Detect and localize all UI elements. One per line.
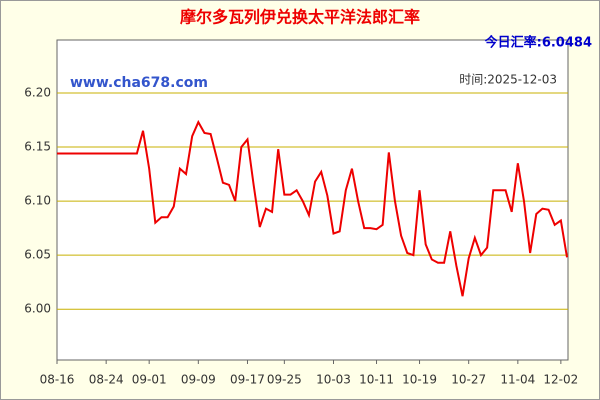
data-line xyxy=(57,119,568,297)
y-tick-label: 6.20 xyxy=(24,85,51,99)
x-tick-label: 11-04 xyxy=(500,373,535,387)
y-tick-label: 6.10 xyxy=(24,194,51,208)
site-label: www.cha678.com xyxy=(70,75,208,91)
x-tick-label: 10-19 xyxy=(402,373,437,387)
x-tick-label: 10-03 xyxy=(316,373,351,387)
y-tick-label: 6.15 xyxy=(24,140,51,154)
y-tick-label: 6.05 xyxy=(24,248,51,262)
y-tick-label: 6.00 xyxy=(24,302,51,316)
x-tick-label: 09-09 xyxy=(181,373,216,387)
date-label: 时间:2025-12-03 xyxy=(459,73,557,87)
chart-title: 摩尔多瓦列伊兑换太平洋法郎汇率 xyxy=(180,8,420,27)
x-tick-label: 10-11 xyxy=(359,373,394,387)
rate-label: 今日汇率:6.0484 xyxy=(484,35,592,51)
x-tick-label: 10-27 xyxy=(451,373,486,387)
x-tick-label: 09-01 xyxy=(132,373,167,387)
x-tick-label: 09-17 xyxy=(230,373,265,387)
x-tick-label: 12-02 xyxy=(543,373,578,387)
x-tick-label: 08-16 xyxy=(40,373,75,387)
x-tick-label: 09-25 xyxy=(267,373,302,387)
x-tick-label: 08-24 xyxy=(89,373,124,387)
